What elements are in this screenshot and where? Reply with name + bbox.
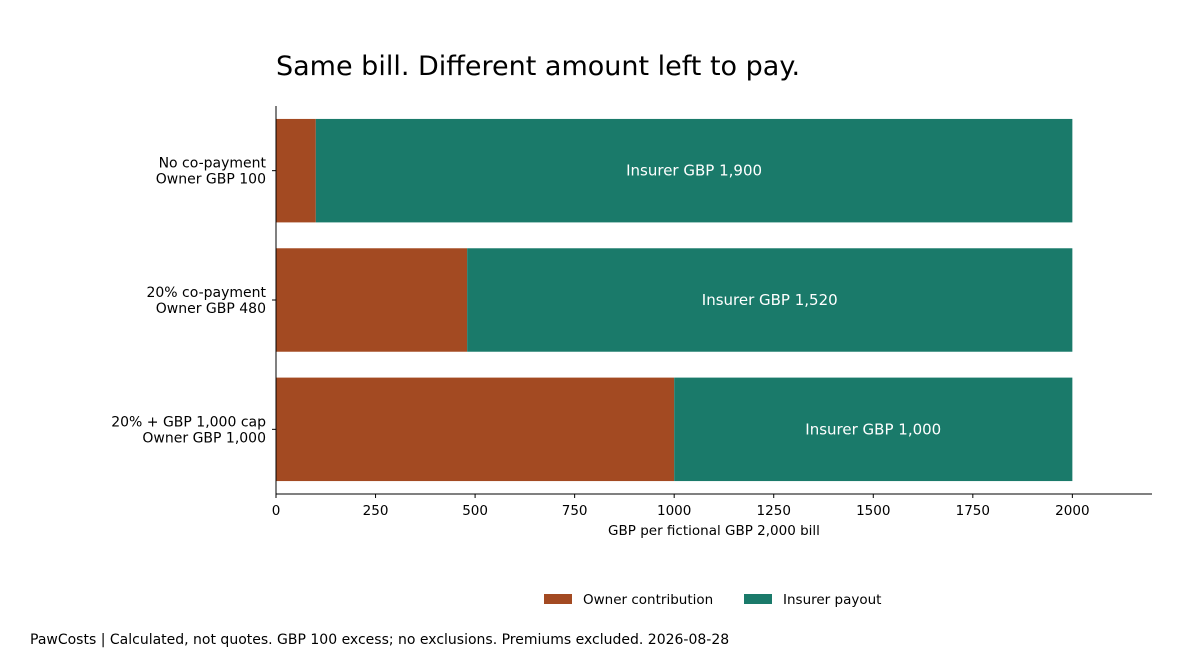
x-tick-label: 1000: [657, 503, 691, 519]
x-tick-label: 0: [272, 503, 281, 519]
x-tick-label: 2000: [1055, 503, 1089, 519]
x-tick-label: 1250: [757, 503, 791, 519]
bar-owner-2: [276, 377, 675, 482]
legend-label: Owner contribution: [583, 592, 713, 608]
bar-insurer-2: [674, 377, 1073, 482]
x-tick-label: 1750: [956, 503, 990, 519]
bar-insurer-1: [467, 248, 1073, 352]
x-axis-label: GBP per fictional GBP 2,000 bill: [608, 523, 820, 539]
x-tick-label: 500: [462, 503, 488, 519]
axes-group: [272, 106, 1152, 498]
x-tick-labels: 0 250 500 750 1000 1250 1500 1750 2000: [272, 503, 1090, 519]
chart-title: Same bill. Different amount left to pay.: [276, 51, 800, 82]
x-tick-label: 1500: [856, 503, 890, 519]
bars-group: [276, 118, 1073, 482]
bar-owner-1: [276, 248, 468, 352]
legend-label: Insurer payout: [783, 592, 881, 608]
y-tick-label: 20% co-payment Owner GBP 480: [146, 285, 266, 317]
footer-note: PawCosts | Calculated, not quotes. GBP 1…: [30, 632, 729, 648]
bar-owner-0: [276, 118, 316, 223]
bar-data-label: Insurer GBP 1,520: [702, 291, 838, 309]
y-tick-label: 20% + GBP 1,000 cap Owner GBP 1,000: [111, 414, 266, 446]
x-tick-label: 750: [562, 503, 588, 519]
y-tick-labels: No co-payment Owner GBP 100 20% co-payment…: [111, 156, 266, 447]
bar-data-label: Insurer GBP 1,000: [805, 420, 941, 438]
legend-swatch-owner: [544, 594, 572, 604]
bar-labels-group: Insurer GBP 1,900 Insurer GBP 1,520 Insure…: [626, 162, 941, 439]
legend-swatch-insurer: [744, 594, 772, 604]
bar-insurer-0: [315, 118, 1073, 223]
bar-data-label: Insurer GBP 1,900: [626, 162, 762, 180]
x-tick-label: 250: [363, 503, 389, 519]
y-tick-label: No co-payment Owner GBP 100: [156, 156, 267, 188]
legend: Owner contribution Insurer payout: [544, 592, 881, 608]
